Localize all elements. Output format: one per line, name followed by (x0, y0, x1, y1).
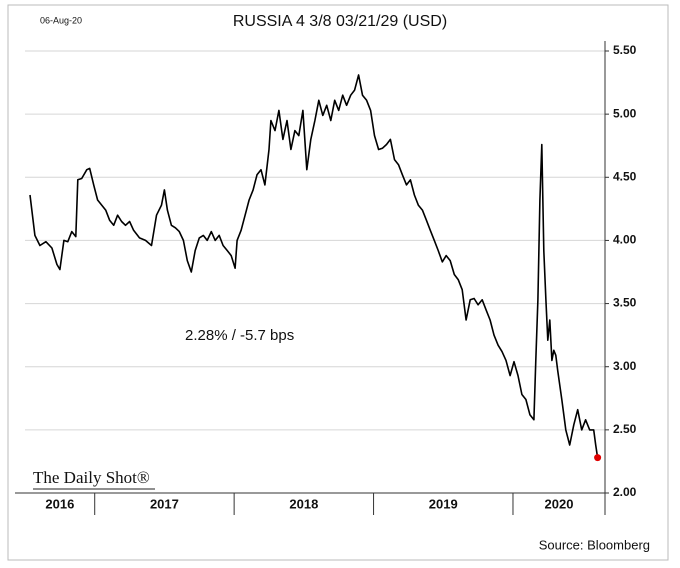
annotation: 2.28% / -5.7 bps (185, 327, 294, 344)
date-label: 06-Aug-20 (40, 15, 82, 25)
x-tick-label: 2016 (45, 496, 74, 511)
y-tick-label: 4.50 (613, 169, 637, 183)
y-tick-label: 4.00 (613, 233, 637, 247)
y-tick-label: 5.00 (613, 106, 637, 120)
chart-title: RUSSIA 4 3/8 03/21/29 (USD) (233, 13, 447, 30)
last-point (594, 454, 602, 462)
source: Source: Bloomberg (539, 537, 650, 552)
y-tick-label: 3.00 (613, 359, 637, 373)
y-tick-label: 2.50 (613, 422, 637, 436)
frame (7, 4, 669, 561)
x-tick-label: 2019 (429, 496, 458, 511)
line-series (29, 74, 599, 458)
x-tick-label: 2020 (545, 496, 574, 511)
logo: The Daily Shot® (33, 468, 150, 487)
x-tick-label: 2018 (289, 496, 318, 511)
x-tick-label: 2017 (150, 496, 179, 511)
y-tick-label: 3.50 (613, 296, 637, 310)
y-tick-label: 2.00 (613, 485, 637, 499)
y-tick-label: 5.50 (613, 43, 637, 57)
